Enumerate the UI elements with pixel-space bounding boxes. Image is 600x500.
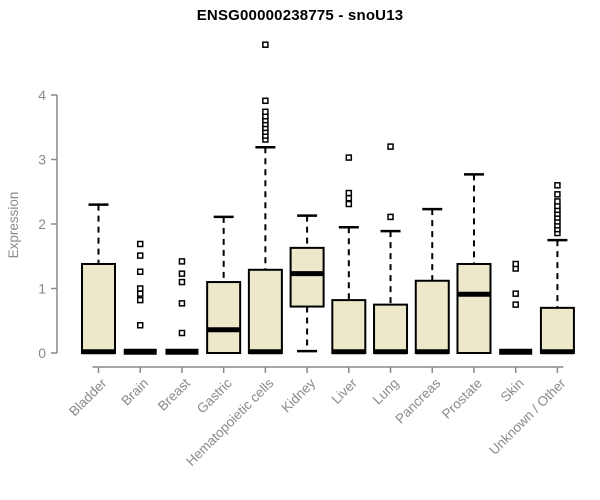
svg-text:Pancreas: Pancreas [392, 375, 443, 426]
svg-text:3: 3 [38, 152, 46, 168]
svg-text:Brain: Brain [118, 376, 151, 409]
svg-text:Prostate: Prostate [439, 376, 485, 422]
svg-text:4: 4 [38, 87, 46, 103]
svg-text:Kidney: Kidney [278, 375, 318, 415]
svg-text:Unknown / Other: Unknown / Other [486, 375, 569, 458]
svg-text:Bladder: Bladder [66, 375, 110, 419]
chart-title: ENSG00000238775 - snoU13 [196, 7, 404, 24]
svg-text:Liver: Liver [329, 375, 361, 407]
svg-text:Skin: Skin [498, 376, 527, 405]
svg-text:Gastric: Gastric [194, 375, 235, 416]
svg-text:0: 0 [38, 345, 46, 361]
svg-text:Breast: Breast [155, 375, 193, 413]
svg-text:2: 2 [38, 216, 46, 232]
svg-text:Lung: Lung [370, 376, 402, 408]
svg-text:1: 1 [38, 281, 46, 297]
